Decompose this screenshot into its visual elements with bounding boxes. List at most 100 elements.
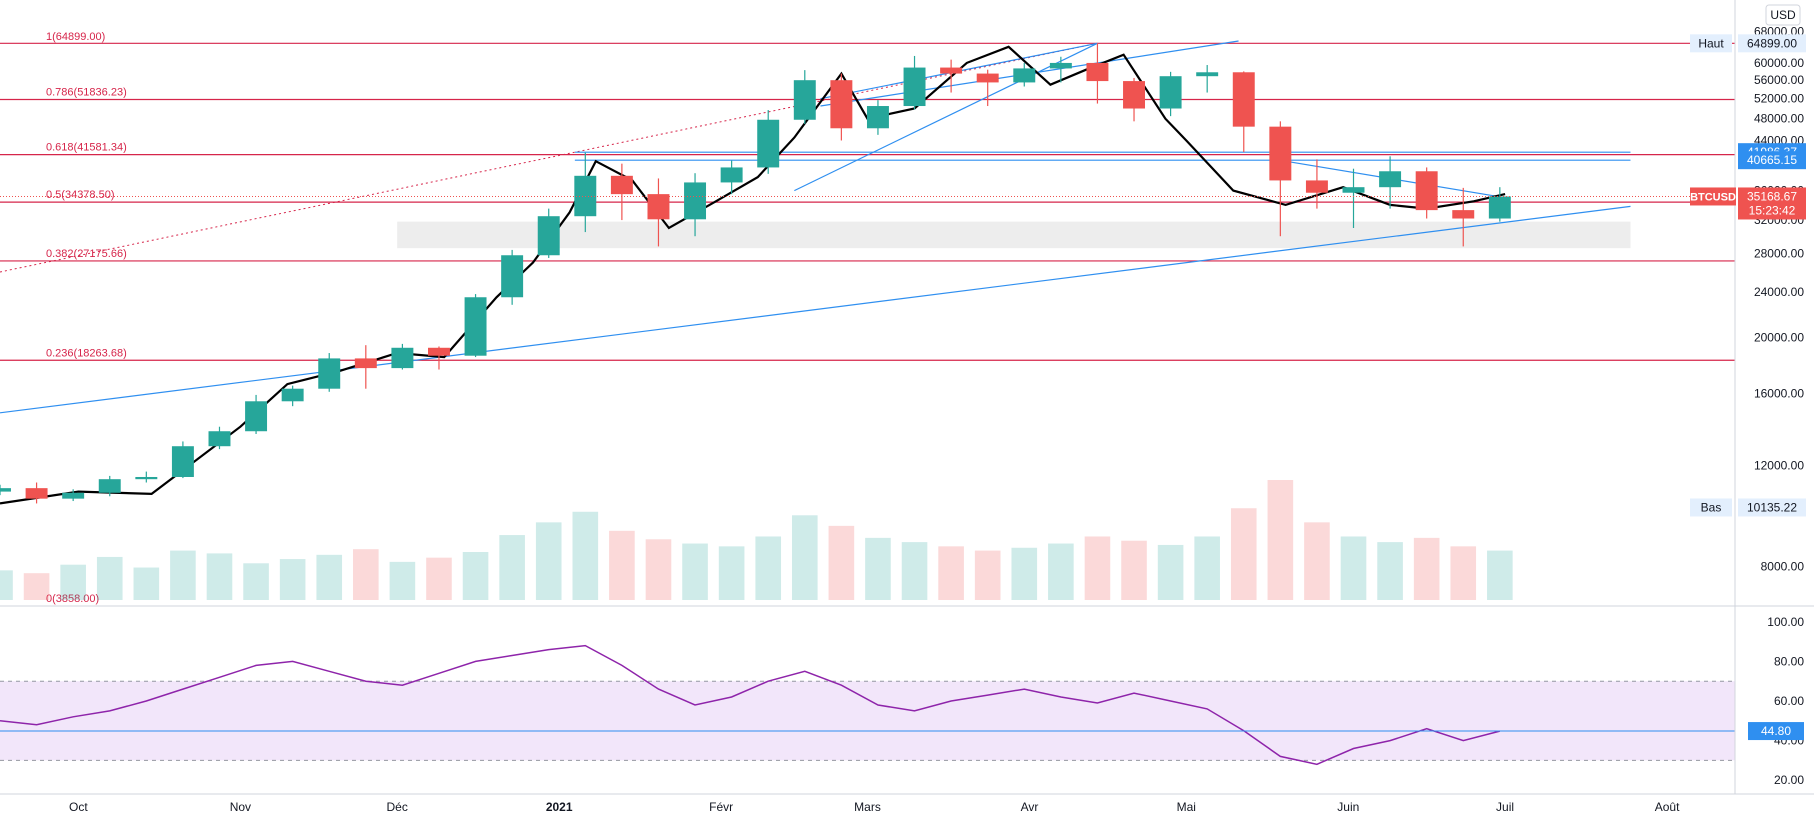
price-badge-prefix-box xyxy=(1690,498,1732,517)
volume-bar xyxy=(0,570,13,600)
volume-bar xyxy=(389,561,416,600)
price-badge-value: 64899.00 xyxy=(1747,36,1797,50)
date-tick-label: Oct xyxy=(69,800,88,814)
price-badge xyxy=(1738,34,1806,53)
volume-bar xyxy=(1340,536,1367,600)
rsi-line xyxy=(0,644,1500,766)
candle-body xyxy=(281,388,304,402)
volume-bar xyxy=(718,546,745,600)
trendline xyxy=(0,205,1631,414)
last-price-badge xyxy=(1738,187,1806,220)
candle-body xyxy=(1232,72,1255,127)
date-tick-label: Avr xyxy=(1021,800,1039,814)
volume-bar xyxy=(609,530,635,600)
volume-bar xyxy=(938,546,964,600)
price-tick-label: 56000.00 xyxy=(1754,73,1804,87)
candle-body xyxy=(501,255,524,298)
volume-bar xyxy=(1194,536,1220,600)
candle-body xyxy=(1196,72,1219,77)
candle-body xyxy=(866,106,889,129)
candle-body xyxy=(318,358,341,389)
date-tick-label: Nov xyxy=(230,800,251,814)
candle-body xyxy=(62,492,85,499)
candle-body xyxy=(830,80,853,129)
candle-body xyxy=(757,119,780,168)
volume-bar xyxy=(316,554,343,600)
volume-bar xyxy=(535,522,562,600)
volume-bar xyxy=(1487,550,1513,600)
volume-bar xyxy=(1084,536,1111,600)
trendline xyxy=(794,42,1098,192)
date-tick-label: Mai xyxy=(1177,800,1196,814)
price-badge-value: 40665.15 xyxy=(1747,153,1797,167)
candle-body xyxy=(684,182,707,220)
price-tick-label: 16000.00 xyxy=(1754,386,1804,400)
volume-bar xyxy=(1048,543,1074,600)
volume-bar xyxy=(279,559,306,600)
candle-body xyxy=(0,488,11,492)
candle-body xyxy=(1452,210,1475,219)
fib-label: 0.618(41581.34) xyxy=(46,142,127,154)
price-tick-label: 60000.00 xyxy=(1754,56,1804,70)
price-tick-label: 24000.00 xyxy=(1754,285,1804,299)
price-tick-label: 52000.00 xyxy=(1754,92,1804,106)
date-tick-label: Mars xyxy=(854,800,881,814)
candle-body xyxy=(537,216,560,256)
price-tick-label: 12000.00 xyxy=(1754,458,1804,472)
currency-badge xyxy=(1765,4,1801,26)
price-tick-label: 8000.00 xyxy=(1761,560,1805,574)
rsi-tick-label: 100.00 xyxy=(1767,615,1804,629)
support-zone-rect xyxy=(397,221,1631,249)
fib-label: 0.786(51836.23) xyxy=(46,86,127,98)
volume-bar xyxy=(682,543,708,600)
candle-body xyxy=(610,175,633,195)
fib-label: 0.382(27175.66) xyxy=(46,248,127,260)
candle-body xyxy=(793,80,816,120)
price-tick-label: 20000.00 xyxy=(1754,331,1804,345)
volume-bar xyxy=(1230,508,1257,600)
volume-bar xyxy=(1377,542,1403,600)
candle-body xyxy=(976,73,999,83)
volume-bar xyxy=(828,525,855,600)
date-tick-label: Déc xyxy=(386,800,407,814)
support-zone xyxy=(397,221,1631,249)
fib-levels: 1(64899.00) 0.786(51836.23) 0.618(41581.34… xyxy=(0,31,1735,605)
volume-bar xyxy=(645,539,672,600)
volume-bar xyxy=(353,549,379,600)
volume-bar xyxy=(462,552,489,600)
candle-body xyxy=(1013,68,1036,83)
candle-body xyxy=(135,476,158,480)
fib-label: 0.236(18263.68) xyxy=(46,347,127,359)
volume-bar xyxy=(23,573,50,600)
candle-body xyxy=(1159,76,1182,109)
volume-bar xyxy=(791,515,818,600)
price-labels: 64899.00Haut41986.3740665.1535168.6715:2… xyxy=(0,34,1806,517)
date-tick-label: 2021 xyxy=(546,800,573,814)
candle-body xyxy=(354,358,377,369)
volume-bar xyxy=(1121,540,1147,600)
volume-bars xyxy=(0,480,1513,600)
volume-bar xyxy=(1157,544,1184,600)
date-tick-label: Févr xyxy=(709,800,733,814)
candle-body xyxy=(1269,126,1292,181)
candle-body xyxy=(464,297,487,356)
symbol-label: BTCUSD xyxy=(1690,191,1736,203)
volume-bar xyxy=(1450,546,1477,600)
volume-bar xyxy=(426,557,452,600)
candle-body xyxy=(940,67,963,74)
price-badge xyxy=(1738,498,1806,517)
volume-bar xyxy=(499,535,525,600)
fib-label: 0.5(34378.50) xyxy=(46,189,115,201)
price-badge-value: 10135.22 xyxy=(1747,500,1797,514)
candle-body xyxy=(903,67,926,107)
rsi-value-badge xyxy=(1748,722,1804,741)
symbol-badge xyxy=(1690,187,1736,206)
candle-body xyxy=(208,431,231,447)
volume-bar xyxy=(755,536,782,600)
fib-label: 0(3858.00) xyxy=(46,593,99,605)
price-badge-prefix: Haut xyxy=(1698,36,1724,50)
candle-body xyxy=(720,167,743,183)
rsi-band xyxy=(0,681,1735,761)
